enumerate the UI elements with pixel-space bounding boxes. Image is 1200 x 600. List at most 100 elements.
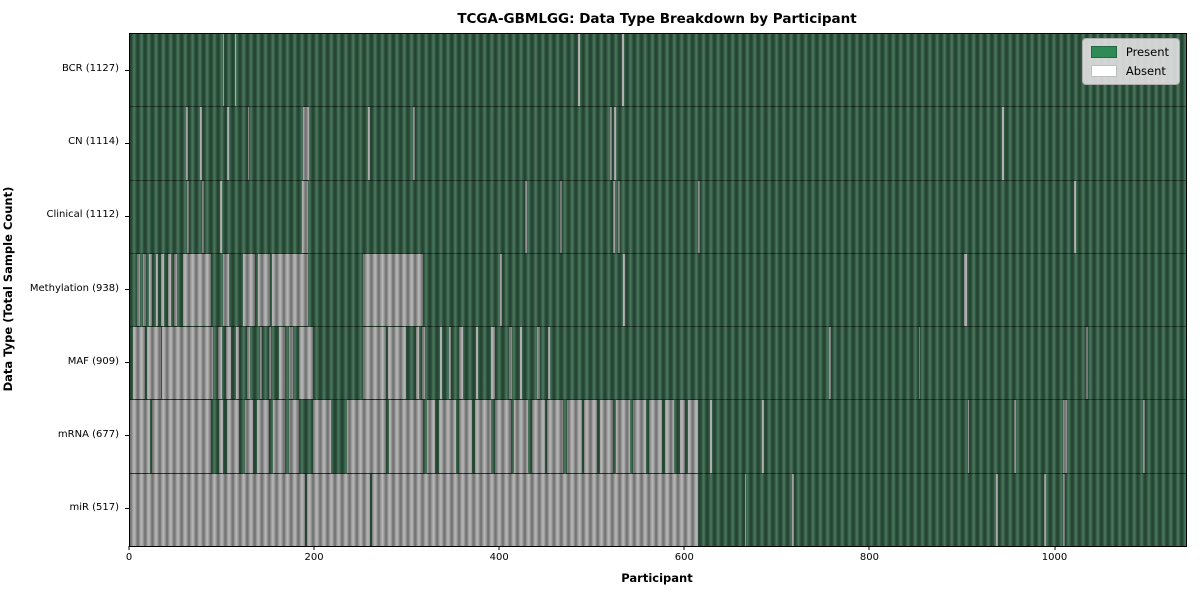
absent-segment [1062,400,1067,473]
absent-segment [449,327,452,400]
heatmap-row [130,473,1186,546]
absent-segment [649,400,663,473]
absent-segment [268,327,271,400]
absent-segment [791,473,794,546]
y-tick-mark [125,215,129,217]
absent-segment [271,253,308,327]
absent-segment [1074,180,1076,253]
absent-segment [367,107,370,180]
x-tick-mark [1054,546,1055,550]
absent-segment [152,400,212,473]
absent-segment [514,400,528,473]
absent-segment [614,107,616,180]
x-tick-label: 1000 [1041,552,1068,563]
heatmap-row [130,180,1186,254]
absent-segment [1013,400,1016,473]
absent-segment [422,327,426,400]
absent-segment [744,473,747,546]
absent-segment [440,327,442,400]
absent-segment [918,327,921,400]
y-tick-label: Methylation (938) [29,282,119,294]
legend-item-absent: Absent [1090,64,1169,78]
absent-segment [155,253,158,327]
legend-swatch-present-icon [1090,46,1117,58]
absent-segment [371,473,699,546]
absent-segment [247,107,250,180]
absent-segment [306,473,370,546]
absent-segment [130,473,305,546]
absent-segment [600,400,614,473]
absent-segment [475,400,491,473]
absent-segment [313,400,331,473]
heatmap-rows [130,34,1186,546]
absent-segment [547,400,564,473]
absent-segment [519,327,523,400]
y-axis: BCR (1127) CN (1114) Clinical (1112) Methyl… [0,0,129,600]
absent-segment [762,400,764,473]
absent-segment [302,180,308,253]
absent-segment [632,400,647,473]
absent-segment [186,107,189,180]
y-tick-mark [125,69,129,71]
absent-segment [162,327,214,400]
absent-segment [584,400,598,473]
x-axis: 0 200 400 600 800 1000 [126,546,1185,576]
absent-segment [500,253,503,327]
chart-title: TCGA-GBMLGG: Data Type Breakdown by Part… [457,11,857,27]
absent-segment [613,180,615,253]
absent-segment [623,253,626,327]
absent-segment [174,253,178,327]
x-tick-mark [128,546,130,550]
absent-segment [967,400,970,473]
absent-segment [202,180,205,253]
absent-segment [698,180,701,253]
absent-segment [388,327,406,400]
heatmap-row [130,253,1186,328]
x-tick-mark [313,546,315,550]
absent-segment [415,327,419,400]
absent-segment [167,253,171,327]
absent-segment [182,253,212,327]
absent-segment [161,253,165,327]
absent-segment [1086,327,1088,400]
absent-segment [142,253,146,327]
absent-segment [509,327,513,400]
absent-segment [413,107,416,180]
plot-area: Present Absent [129,33,1187,547]
x-tick-mark [868,546,870,550]
legend-label-present: Present [1125,45,1169,59]
absent-segment [679,400,686,473]
absent-segment [218,400,223,473]
absent-segment [828,327,831,400]
x-tick-label: 400 [489,552,509,563]
x-axis-label: Participant [621,571,693,585]
x-tick-mark [498,546,500,550]
y-tick-mark [125,508,129,510]
absent-segment [1044,473,1047,546]
absent-segment [363,253,424,327]
y-tick-label: CN (1114) [68,136,119,148]
absent-segment [246,327,251,400]
absent-segment [494,400,512,473]
absent-segment [427,400,436,473]
absent-segment [996,473,999,546]
x-tick-mark [683,546,685,550]
absent-segment [236,327,240,400]
absent-segment [548,327,551,400]
absent-segment [490,327,495,400]
absent-segment [244,400,254,473]
absent-segment [222,253,230,327]
y-tick-label: BCR (1127) [61,63,119,75]
absent-segment [260,327,263,400]
absent-segment [1143,400,1146,473]
absent-segment [346,400,387,473]
absent-segment [226,327,231,400]
absent-segment [130,400,151,473]
absent-segment [963,253,967,327]
absent-segment [222,34,225,107]
absent-segment [459,327,464,400]
absent-segment [531,400,545,473]
y-tick-label: mRNA (677) [57,428,119,440]
absent-segment [273,400,286,473]
